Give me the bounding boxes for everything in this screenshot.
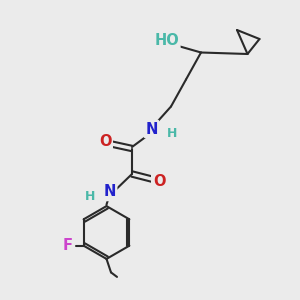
Text: HO: HO	[154, 33, 179, 48]
Text: F: F	[62, 238, 72, 253]
Text: N: N	[103, 184, 116, 200]
Text: N: N	[145, 122, 158, 136]
Text: O: O	[153, 174, 165, 189]
Text: H: H	[167, 127, 178, 140]
Text: O: O	[99, 134, 111, 148]
Text: H: H	[85, 190, 95, 203]
